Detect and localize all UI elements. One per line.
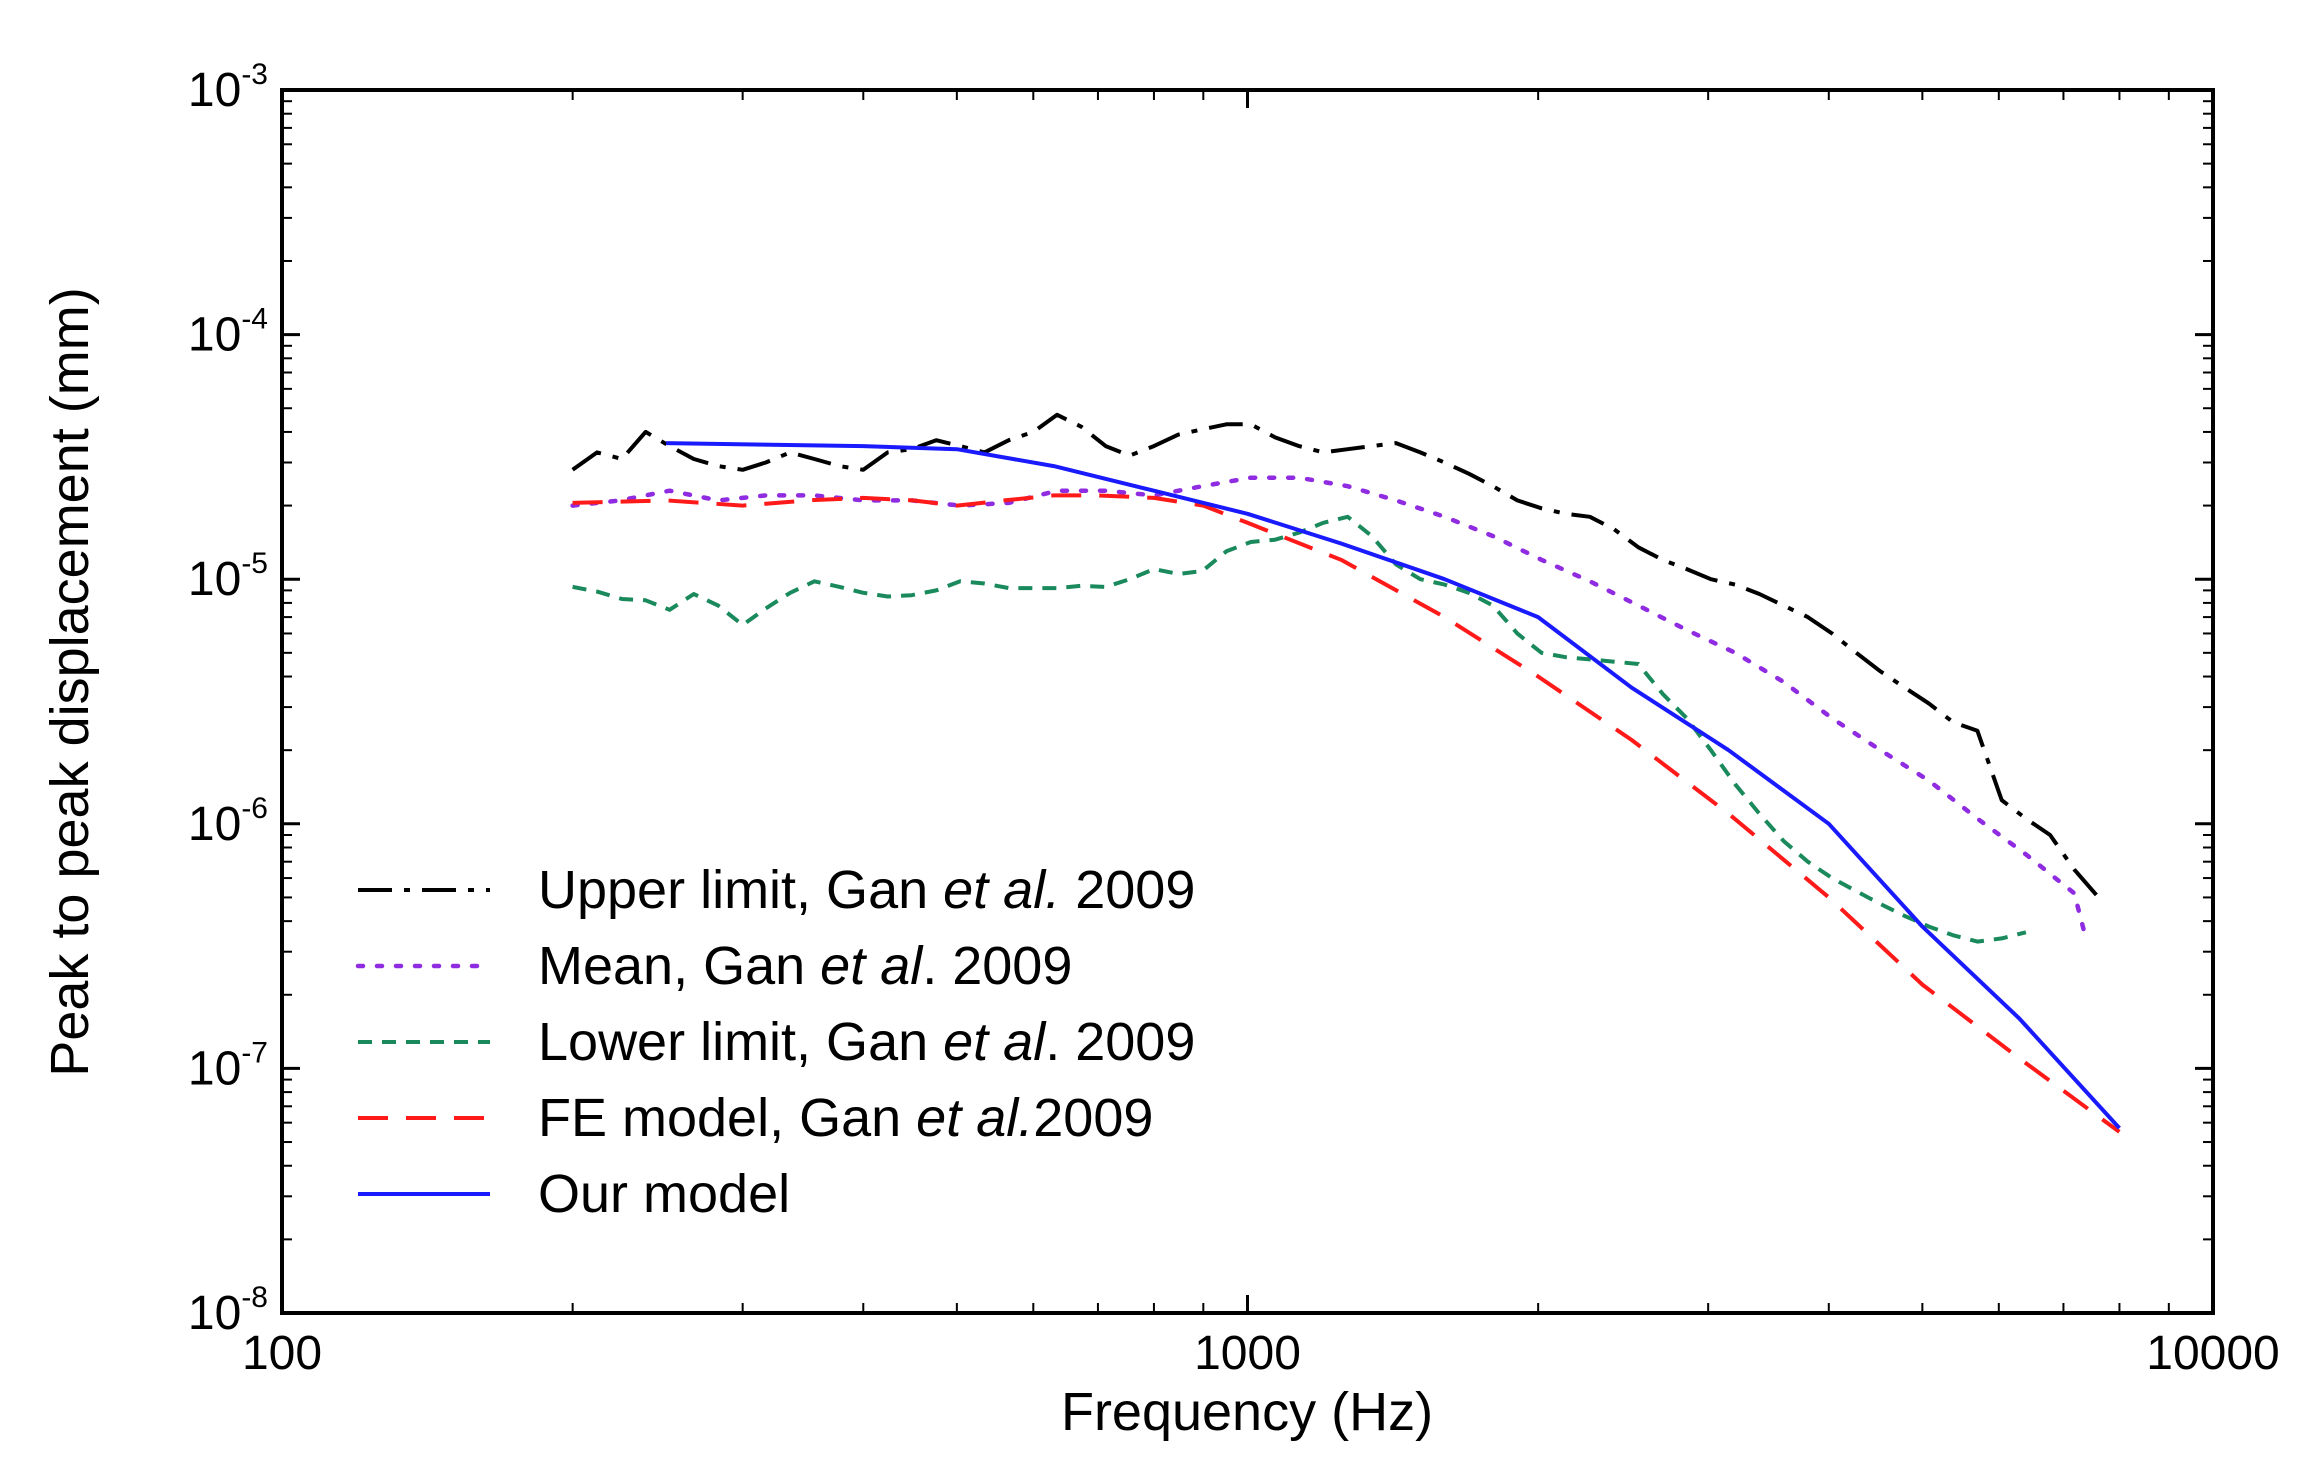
legend: Upper limit, Gan et al. 2009 Mean, Gan et… — [355, 860, 1195, 1224]
x-axis-title: Frequency (Hz) — [1061, 1382, 1433, 1442]
legend-label-5: Our model — [538, 1164, 790, 1224]
y-tick-label: 10-6 — [188, 792, 268, 851]
legend-label-2: Mean, Gan et al. 2009 — [538, 936, 1072, 996]
x-axis: 100 1000 10000 — [242, 90, 2280, 1380]
x-tick-label: 1000 — [1194, 1327, 1301, 1380]
y-axis-title: Peak to peak displacement (mm) — [40, 287, 100, 1076]
x-tick-label: 100 — [242, 1327, 322, 1380]
x-tick-label: 10000 — [2146, 1327, 2279, 1380]
series-line-5 — [666, 441, 2121, 1130]
series-line-2 — [570, 475, 2089, 944]
series-line-3 — [572, 514, 2027, 944]
series-line-1 — [571, 412, 2101, 899]
series-layer — [570, 412, 2121, 1134]
y-tick-label: 10-8 — [188, 1281, 268, 1340]
y-tick-label: 10-3 — [188, 58, 268, 117]
legend-label-3: Lower limit, Gan et al. 2009 — [538, 1012, 1195, 1072]
y-tick-label: 10-4 — [188, 303, 268, 362]
series-line-4 — [572, 493, 2121, 1134]
y-tick-label: 10-5 — [188, 547, 268, 606]
y-tick-label: 10-7 — [188, 1036, 268, 1095]
legend-label-1: Upper limit, Gan et al. 2009 — [538, 860, 1195, 920]
legend-label-4: FE model, Gan et al.2009 — [538, 1088, 1153, 1148]
y-axis: 10-8 10-7 10-6 10-5 10-4 10-3 — [188, 58, 2213, 1340]
